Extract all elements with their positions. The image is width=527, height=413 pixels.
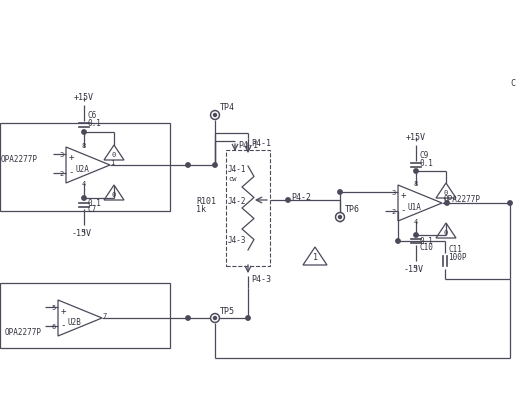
Circle shape <box>246 316 250 320</box>
Text: C11: C11 <box>448 245 462 254</box>
Circle shape <box>508 201 512 206</box>
Circle shape <box>414 169 418 174</box>
Text: +: + <box>69 153 74 162</box>
Text: C10: C10 <box>419 243 433 252</box>
Text: cw: cw <box>228 176 237 182</box>
Text: 0.1: 0.1 <box>419 237 433 246</box>
Text: +15V: +15V <box>74 93 94 102</box>
Bar <box>0 124 170 211</box>
Text: -15V: -15V <box>72 229 92 238</box>
Circle shape <box>338 190 342 195</box>
Circle shape <box>337 214 343 221</box>
Text: 4: 4 <box>82 180 86 187</box>
Circle shape <box>82 196 86 201</box>
Text: OPA2277P: OPA2277P <box>5 328 42 337</box>
Text: TP4: TP4 <box>220 103 235 112</box>
Bar <box>226 151 270 266</box>
Circle shape <box>186 316 190 320</box>
Text: 0.1: 0.1 <box>87 118 101 127</box>
Circle shape <box>213 164 217 168</box>
Circle shape <box>213 114 217 117</box>
Text: 0: 0 <box>444 230 448 235</box>
Text: 100P: 100P <box>448 253 466 262</box>
Text: 2: 2 <box>392 209 396 214</box>
Text: 6: 6 <box>52 323 56 329</box>
Text: 1: 1 <box>110 159 114 166</box>
Circle shape <box>213 316 217 320</box>
Text: +: + <box>401 191 406 200</box>
Text: P4-3: P4-3 <box>251 274 271 283</box>
Circle shape <box>336 213 345 222</box>
Text: U1A: U1A <box>407 203 421 212</box>
Circle shape <box>445 201 449 206</box>
Text: P4-2: P4-2 <box>291 193 311 202</box>
Text: +: + <box>60 306 66 315</box>
Text: 7: 7 <box>102 312 106 318</box>
Text: P4-1: P4-1 <box>238 141 258 150</box>
Text: J4-2: J4-2 <box>228 196 247 205</box>
Text: -: - <box>60 321 66 330</box>
Text: J4-1: J4-1 <box>228 164 247 173</box>
Text: TP5: TP5 <box>220 306 235 315</box>
Text: 3: 3 <box>60 152 64 158</box>
Text: J4-3: J4-3 <box>228 236 247 245</box>
Text: 8: 8 <box>82 142 86 149</box>
Bar <box>0 283 170 348</box>
Text: 2: 2 <box>60 171 64 177</box>
Text: 8: 8 <box>414 180 418 187</box>
Text: R101: R101 <box>196 196 216 205</box>
Circle shape <box>213 317 217 320</box>
Circle shape <box>212 315 218 321</box>
Circle shape <box>414 233 418 237</box>
Circle shape <box>286 198 290 203</box>
Circle shape <box>212 113 218 119</box>
Text: C9: C9 <box>419 151 428 160</box>
Text: 4: 4 <box>414 218 418 224</box>
Text: -: - <box>401 206 406 215</box>
Circle shape <box>213 316 217 320</box>
Text: C: C <box>510 79 515 88</box>
Text: U2B: U2B <box>67 318 81 327</box>
Text: C6: C6 <box>87 110 96 119</box>
Text: 3: 3 <box>392 190 396 195</box>
Text: +15V: +15V <box>406 133 426 142</box>
Text: 1: 1 <box>313 253 317 262</box>
Text: 0.1: 0.1 <box>87 199 101 208</box>
Text: 0: 0 <box>112 192 116 197</box>
Circle shape <box>210 111 220 120</box>
Text: 0: 0 <box>112 152 116 158</box>
Circle shape <box>210 314 220 323</box>
Circle shape <box>186 164 190 168</box>
Text: U2A: U2A <box>75 165 89 174</box>
Text: 0: 0 <box>444 190 448 195</box>
Text: 1k: 1k <box>196 204 206 213</box>
Text: C7: C7 <box>87 205 96 214</box>
Text: 1: 1 <box>442 197 446 204</box>
Text: -15V: -15V <box>404 265 424 274</box>
Text: -: - <box>69 168 74 177</box>
Text: OPA2277P: OPA2277P <box>1 155 38 164</box>
Circle shape <box>82 131 86 135</box>
Text: OPA2277P: OPA2277P <box>444 194 481 203</box>
Text: 0.1: 0.1 <box>419 159 433 168</box>
Text: TP6: TP6 <box>345 205 360 214</box>
Circle shape <box>396 239 400 244</box>
Text: P4-1: P4-1 <box>251 138 271 147</box>
Circle shape <box>338 216 341 219</box>
Text: 5: 5 <box>52 304 56 310</box>
